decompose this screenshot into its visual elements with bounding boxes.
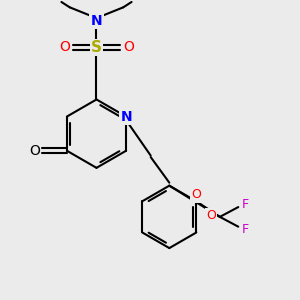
Text: O: O (206, 209, 216, 222)
Text: O: O (191, 188, 201, 201)
Text: O: O (29, 144, 40, 158)
Text: O: O (59, 40, 70, 55)
Text: S: S (91, 40, 102, 55)
Text: F: F (241, 198, 248, 211)
Text: N: N (120, 110, 132, 124)
Text: N: N (91, 14, 102, 28)
Text: F: F (241, 223, 248, 236)
Text: O: O (123, 40, 134, 55)
